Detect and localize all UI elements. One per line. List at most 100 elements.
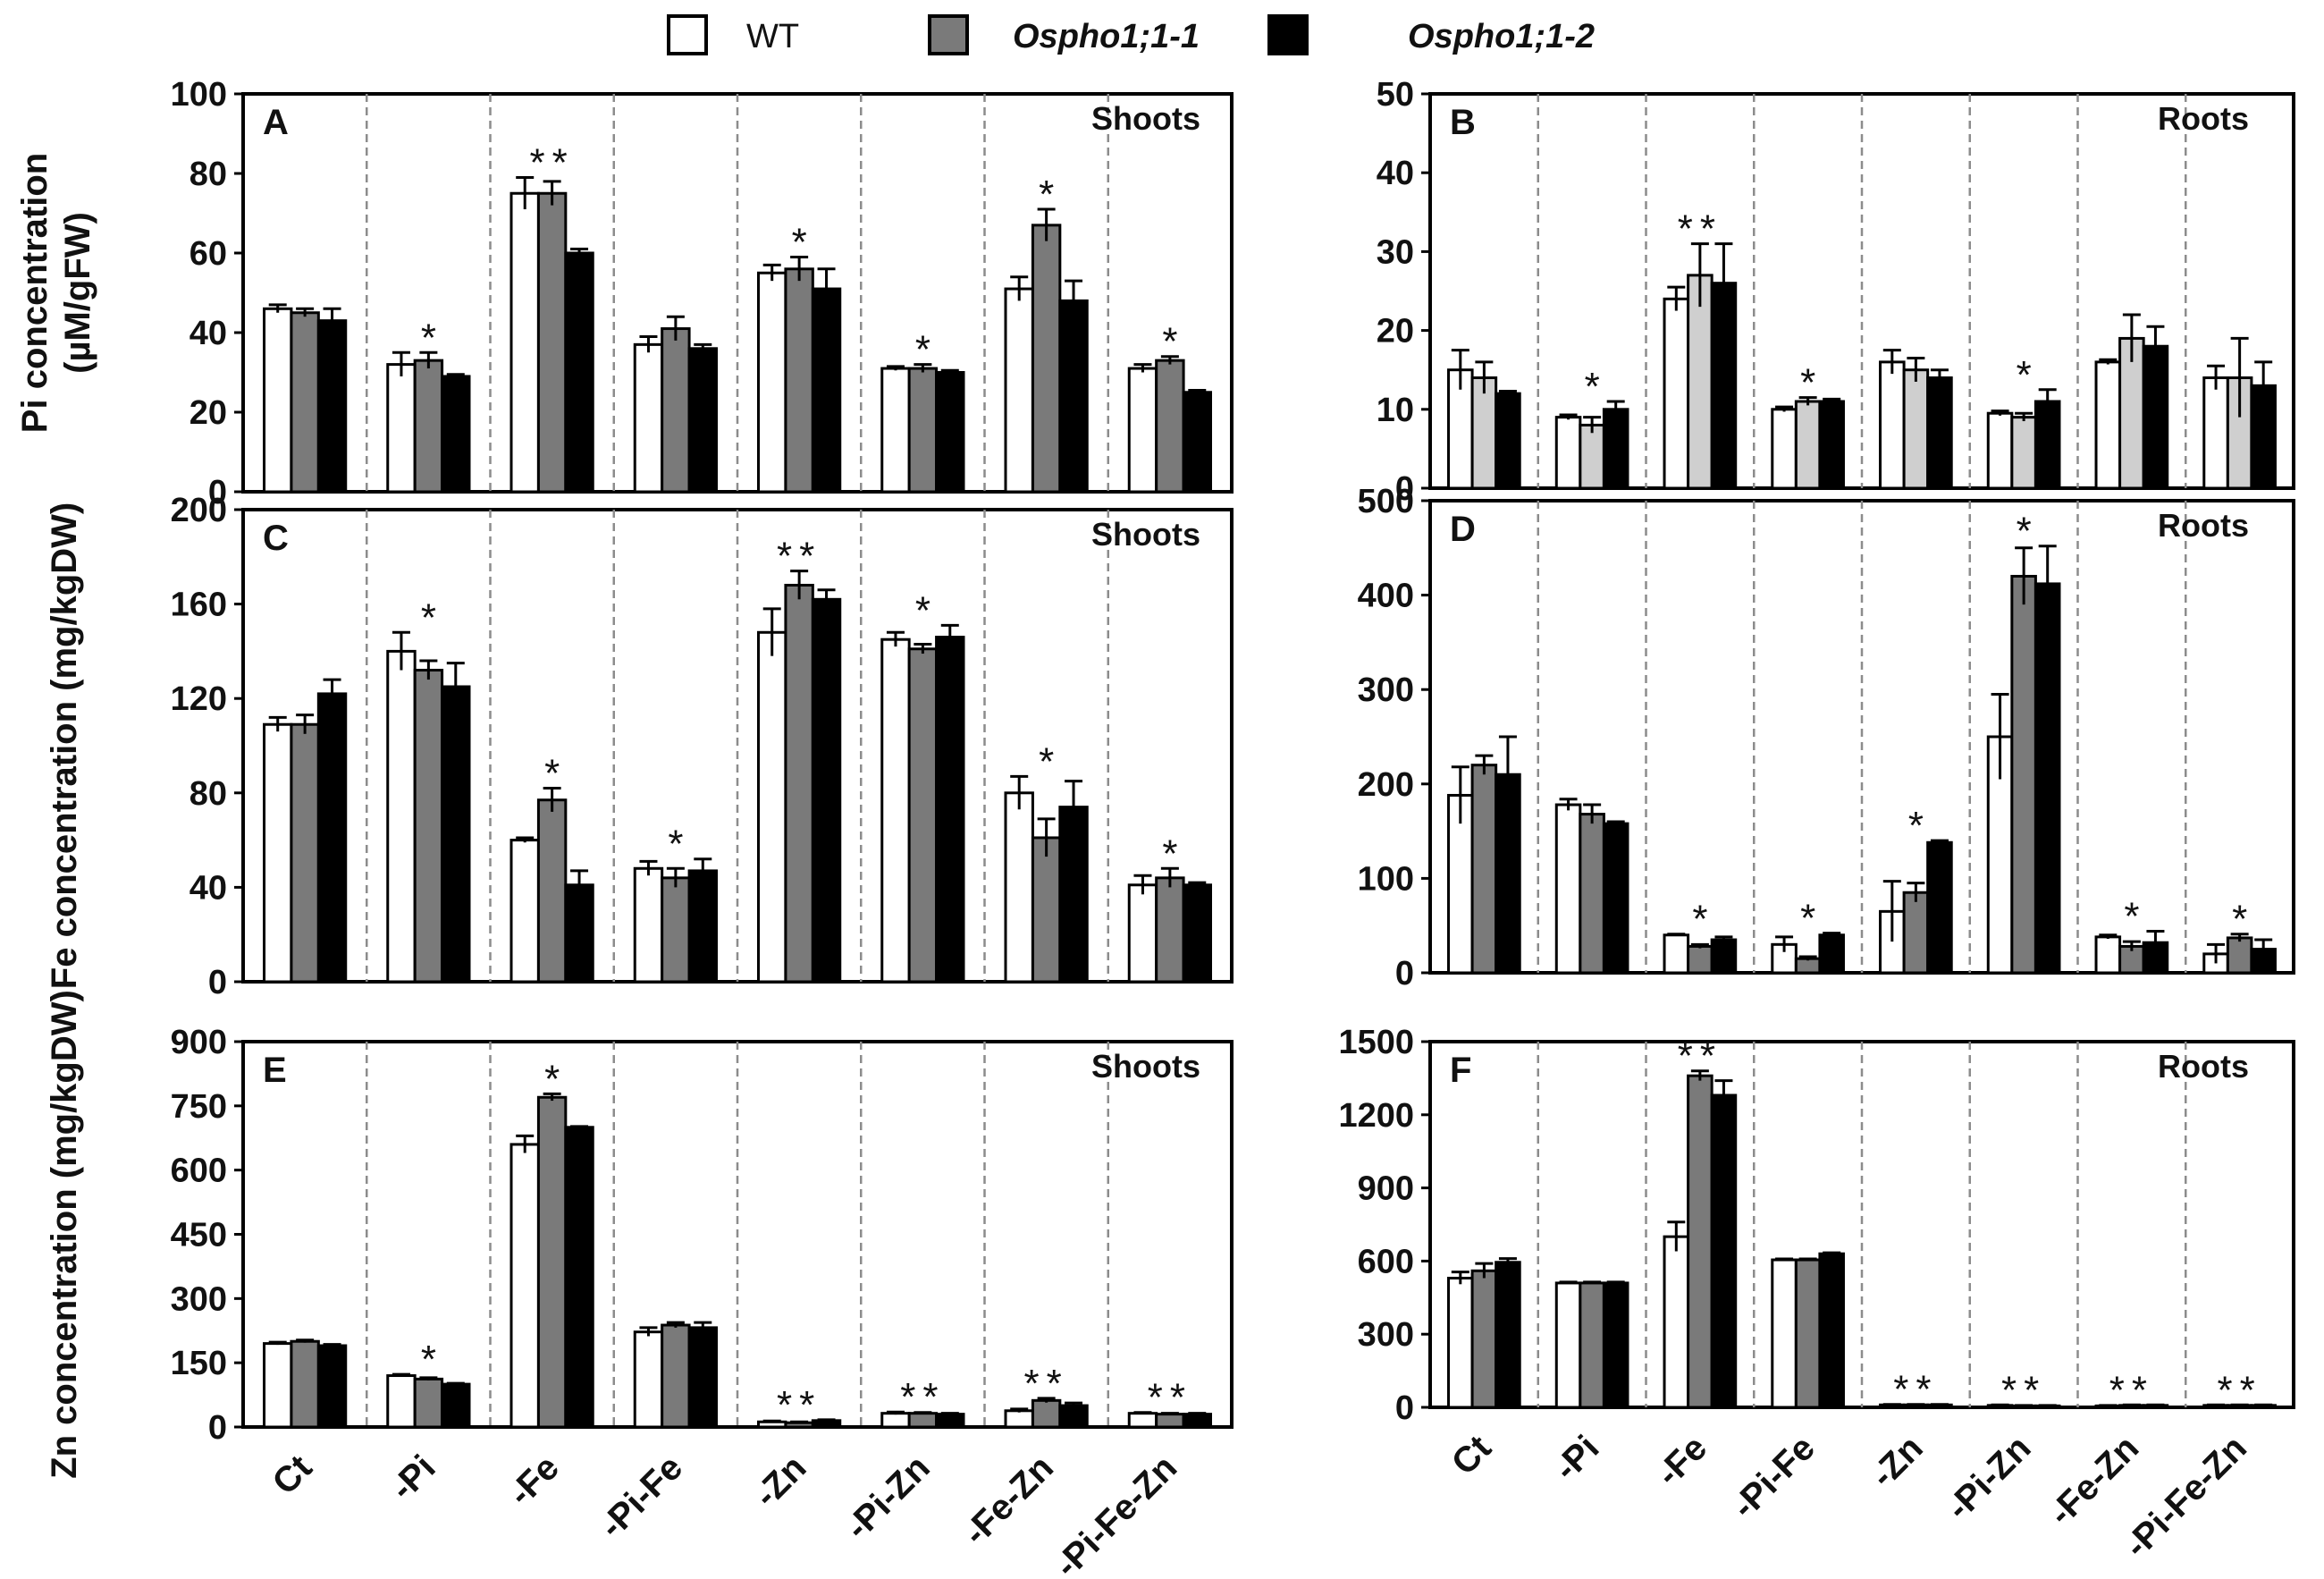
significance-f-pi-fe-zn: ** — [2218, 1368, 2262, 1412]
bar-b-pi-zn-ospho1-1-2 — [2034, 400, 2061, 490]
significance-a-zn: * — [792, 220, 807, 264]
bar-d-pi-zn-ospho1-1-1 — [2010, 574, 2037, 975]
bar-f-fe-wt — [1663, 1235, 1690, 1409]
bar-e-fe-ospho1-1-1 — [536, 1095, 568, 1429]
significance-a-pi-fe-zn: * — [1162, 320, 1177, 364]
panel-a-ylabel: (µM/gFW) — [58, 212, 97, 374]
bar-f-ct-wt — [1447, 1276, 1474, 1409]
category-label-e-pi-zn: -Pi-Zn — [838, 1448, 938, 1547]
panel-c-letter: C — [263, 519, 289, 558]
bar-c-zn-ospho1-1-2 — [811, 597, 842, 984]
panel-a-ytick-label: 80 — [189, 156, 227, 193]
category-label-e-fe-zn: -Fe-Zn — [956, 1448, 1061, 1553]
panel-a-ytick-label: 100 — [171, 76, 227, 114]
bar-e-fe-zn-ospho1-1-2 — [1058, 1404, 1089, 1429]
category-label-f-pi-zn: -Pi-Zn — [1939, 1428, 2038, 1527]
category-label-e-fe: -Fe — [501, 1448, 567, 1514]
bar-f-ct-ospho1-1-2 — [1495, 1261, 1521, 1409]
category-label-e-zn: -Zn — [746, 1448, 813, 1515]
legend: WT Ospho1;1-1 Ospho1;1-2 — [667, 14, 1595, 55]
bar-c-ct-ospho1-1-1 — [290, 722, 320, 984]
bar-e-pi-fe-ospho1-1-1 — [661, 1323, 691, 1429]
bar-c-fe-zn-ospho1-1-1 — [1031, 836, 1062, 984]
bar-a-zn-ospho1-1-2 — [811, 287, 842, 494]
panel-e-ytick-label: 150 — [171, 1345, 227, 1382]
bar-a-fe-wt — [509, 191, 540, 494]
category-label-e-ct: Ct — [265, 1448, 320, 1502]
panel-a-tag: Shoots — [1091, 100, 1200, 137]
panel-f-letter: F — [1450, 1051, 1471, 1090]
panel-c: 0 40 80 120 160 200 Fe concentration (mg/kgDW)… — [45, 492, 1234, 1001]
significance-c-pi-fe-zn: * — [1162, 832, 1177, 875]
bar-e-ct-ospho1-1-2 — [316, 1344, 348, 1429]
bar-b-pi-wt — [1554, 416, 1582, 490]
significance-b-pi-fe: * — [1800, 361, 1815, 405]
significance-d-pi-fe-zn: * — [2232, 898, 2247, 941]
panel-f-tag: Roots — [2158, 1048, 2249, 1085]
bar-f-pi-ospho1-1-1 — [1579, 1281, 1605, 1409]
bar-b-pi-fe-zn-wt — [2202, 376, 2229, 490]
panel-c-ytick-label: 80 — [189, 775, 227, 813]
panel-c-ytick-label: 160 — [171, 587, 227, 624]
significance-f-zn: ** — [1893, 1368, 1938, 1412]
bar-c-ct-wt — [263, 722, 293, 984]
bar-f-ct-ospho1-1-1 — [1470, 1269, 1498, 1409]
panel-b-ytick-label: 30 — [1377, 233, 1414, 271]
significance-a-pi: * — [421, 316, 436, 359]
bar-a-ct-wt — [263, 307, 293, 494]
bar-a-pi-ospho1-1-1 — [413, 359, 444, 494]
bar-a-ct-ospho1-1-1 — [290, 311, 320, 494]
panel-b-letter: B — [1450, 103, 1476, 142]
panel-e-ytick-label: 900 — [171, 1024, 227, 1061]
bar-c-ct-ospho1-1-2 — [316, 692, 348, 984]
significance-a-fe-zn: * — [1039, 173, 1054, 216]
bar-a-fe-zn-ospho1-1-1 — [1031, 224, 1062, 494]
bar-d-zn-ospho1-1-2 — [1926, 840, 1953, 975]
panel-c-ylabel: Fe concentration (mg/kgDW) — [45, 502, 84, 989]
bar-b-pi-fe-ospho1-1-1 — [1794, 400, 1822, 490]
bar-b-fe-ospho1-1-1 — [1687, 274, 1714, 490]
bar-d-pi-ospho1-1-2 — [1602, 822, 1629, 975]
significance-c-fe-zn: * — [1039, 739, 1054, 783]
significance-a-pi-zn: * — [915, 328, 930, 372]
bar-a-zn-wt — [757, 271, 787, 494]
category-label-f-pi: -Pi — [1546, 1428, 1606, 1488]
significance-d-zn: * — [1908, 804, 1924, 848]
bar-c-pi-fe-wt — [633, 866, 664, 984]
significance-f-fe: ** — [1678, 1034, 1722, 1078]
panel-e-ytick-label: 450 — [171, 1217, 227, 1254]
panel-e-ytick-label: 300 — [171, 1280, 227, 1318]
bar-d-zn-ospho1-1-1 — [1902, 891, 1930, 975]
panel-e-ylabel: Zn concentration (mg/kgDW) — [45, 990, 84, 1479]
significance-b-pi-zn: * — [2017, 353, 2032, 397]
category-label-f-ct: Ct — [1444, 1428, 1499, 1482]
panel-b-ytick-label: 20 — [1377, 313, 1414, 350]
bar-a-pi-wt — [386, 363, 417, 494]
significance-d-pi-fe: * — [1800, 897, 1815, 941]
bar-a-pi-fe-ospho1-1-2 — [687, 347, 718, 494]
significance-c-zn: ** — [777, 535, 821, 578]
panel-d-letter: D — [1450, 510, 1476, 549]
bar-a-pi-zn-ospho1-1-2 — [935, 371, 965, 494]
bar-f-pi-ospho1-1-2 — [1602, 1281, 1629, 1409]
significance-d-pi-zn: * — [2017, 510, 2032, 553]
panel-c-tag: Shoots — [1091, 516, 1200, 553]
bar-c-pi-ospho1-1-2 — [441, 685, 471, 984]
bar-e-pi-fe-wt — [633, 1330, 664, 1429]
panel-b-ytick-label: 0 — [1395, 470, 1414, 508]
bar-c-zn-ospho1-1-1 — [784, 583, 814, 984]
panel-a-ylabel: Pi concentration — [15, 153, 55, 433]
panel-a-ytick-label: 20 — [189, 394, 227, 432]
bar-a-pi-fe-zn-ospho1-1-2 — [1182, 391, 1212, 494]
bar-b-pi-fe-ospho1-1-2 — [1818, 400, 1845, 490]
panel-e-letter: E — [263, 1051, 287, 1090]
bar-e-fe-zn-wt — [1004, 1409, 1034, 1429]
bar-b-zn-wt — [1879, 360, 1906, 490]
bar-b-zn-ospho1-1-1 — [1902, 368, 1930, 490]
bar-b-fe-zn-wt — [2094, 360, 2122, 490]
bar-f-pi-fe-wt — [1771, 1258, 1798, 1409]
panel-d-ytick-label: 400 — [1358, 578, 1414, 615]
bar-d-ct-ospho1-1-1 — [1470, 764, 1498, 975]
panel-f-ytick-label: 300 — [1358, 1316, 1414, 1354]
